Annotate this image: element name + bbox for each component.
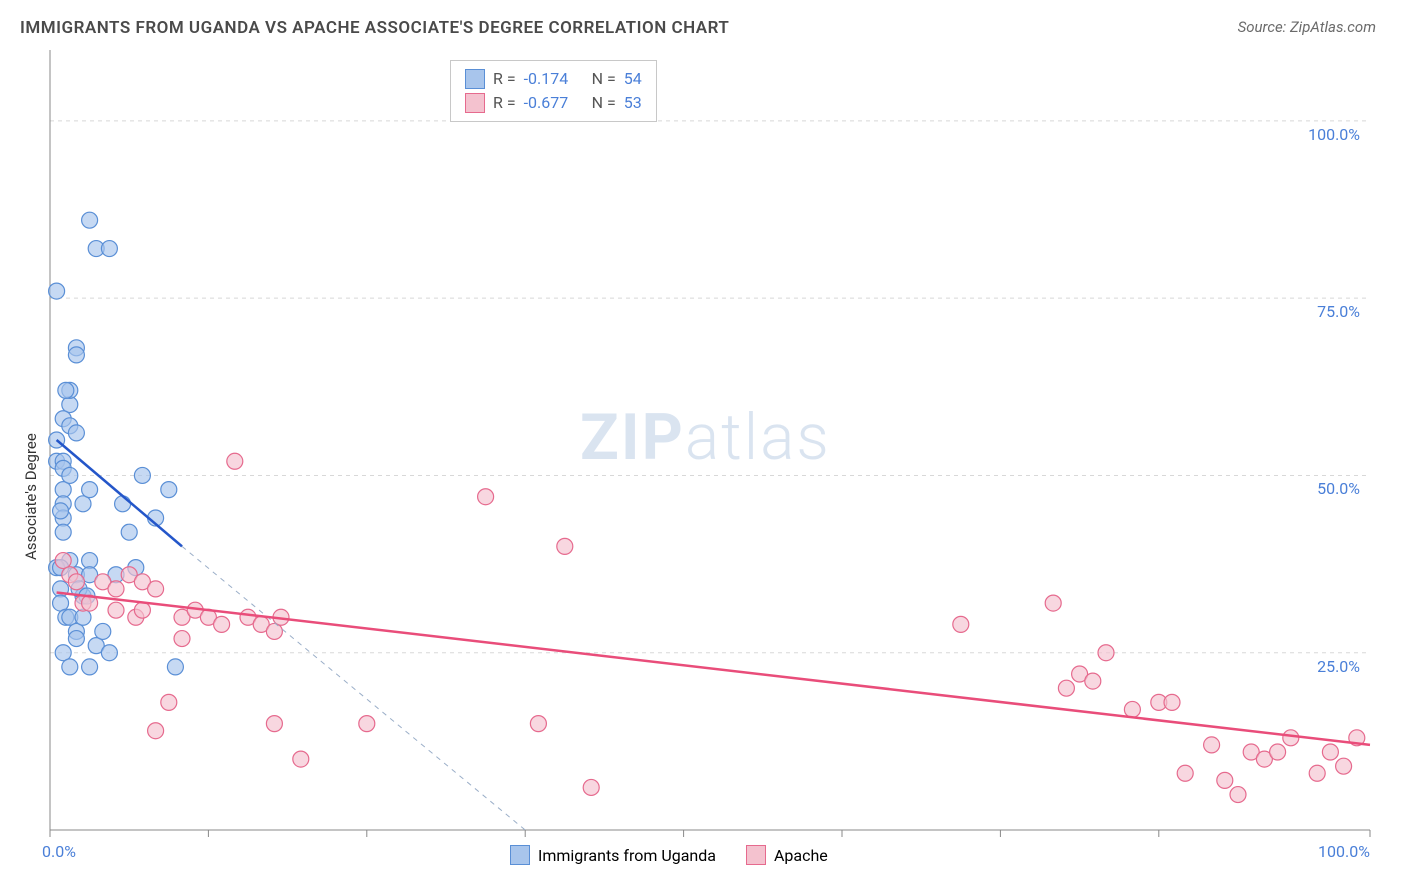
stats-row-pink: R = -0.677 N = 53: [465, 91, 642, 115]
x-tick-label: 0.0%: [42, 842, 76, 861]
scatter-plot: [0, 0, 1406, 892]
r-label: R =: [493, 67, 516, 91]
series-legend: Immigrants from Uganda Apache: [510, 845, 828, 865]
chart-container: IMMIGRANTS FROM UGANDA VS APACHE ASSOCIA…: [0, 0, 1406, 892]
r-label: R =: [493, 91, 516, 115]
swatch-blue: [465, 69, 485, 89]
stats-legend: R = -0.174 N = 54 R = -0.677 N = 53: [450, 60, 657, 122]
legend-item-blue: Immigrants from Uganda: [510, 845, 716, 865]
r-value-pink: -0.677: [524, 91, 584, 115]
n-label: N =: [592, 67, 616, 91]
legend-item-pink: Apache: [746, 845, 828, 865]
n-value-pink: 53: [624, 91, 642, 115]
legend-label-blue: Immigrants from Uganda: [538, 846, 716, 865]
y-tick-label: 50.0%: [1300, 479, 1360, 498]
y-tick-label: 100.0%: [1300, 125, 1360, 144]
swatch-blue-icon: [510, 845, 530, 865]
x-tick-label: 100.0%: [1318, 842, 1370, 861]
swatch-pink: [465, 93, 485, 113]
y-tick-label: 25.0%: [1300, 657, 1360, 676]
swatch-pink-icon: [746, 845, 766, 865]
n-label: N =: [592, 91, 616, 115]
legend-label-pink: Apache: [774, 846, 828, 865]
n-value-blue: 54: [624, 67, 642, 91]
y-tick-label: 75.0%: [1300, 302, 1360, 321]
stats-row-blue: R = -0.174 N = 54: [465, 67, 642, 91]
r-value-blue: -0.174: [524, 67, 584, 91]
